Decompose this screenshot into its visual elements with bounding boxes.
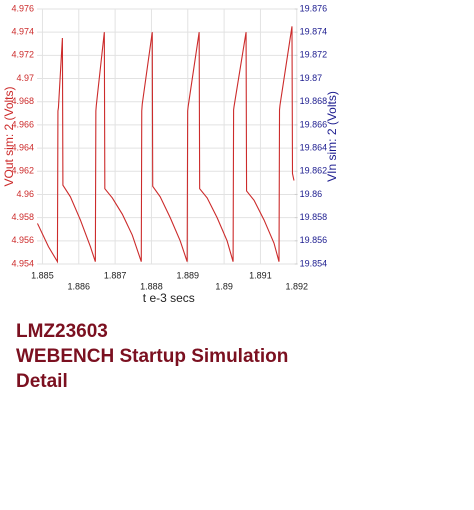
y-tick-label: 4.968 (11, 96, 34, 106)
y2-tick-label: 19.86 (300, 189, 323, 199)
chart-title: WEBENCH Startup Simulation (16, 346, 288, 367)
data-line (36, 26, 295, 264)
y2-tick-label: 19.87 (300, 73, 323, 83)
y-tick-label: 4.966 (11, 119, 34, 129)
x-tick-label: 1.891 (249, 270, 272, 280)
y-axis-label: VOut sim: 2 (Volts) (2, 86, 16, 186)
y-tick-label: 4.974 (11, 27, 34, 37)
y2-tick-label: 19.868 (300, 96, 328, 106)
x-tick-label: 1.887 (104, 270, 127, 280)
x-axis-label: t e-3 secs (143, 291, 195, 305)
y2-tick-label: 19.864 (300, 142, 328, 152)
y2-tick-label: 19.874 (300, 27, 328, 37)
y2-tick-label: 19.876 (300, 3, 328, 13)
chart-title: LMZ23603 (16, 321, 108, 342)
chart-title: Detail (16, 371, 68, 392)
x-tick-label: 1.885 (31, 270, 54, 280)
y-tick-label: 4.954 (11, 258, 34, 268)
y2-tick-label: 19.854 (300, 258, 328, 268)
x-tick-label: 1.889 (177, 270, 200, 280)
y2-tick-label: 19.856 (300, 235, 328, 245)
y-tick-label: 4.976 (11, 3, 34, 13)
y2-tick-label: 19.862 (300, 166, 328, 176)
y-tick-label: 4.962 (11, 166, 34, 176)
y-tick-label: 4.972 (11, 50, 34, 60)
y-tick-label: 4.96 (16, 189, 34, 199)
y-tick-label: 4.958 (11, 212, 34, 222)
x-tick-label: 1.892 (286, 281, 309, 291)
y-tick-label: 4.964 (11, 142, 34, 152)
y-tick-label: 4.956 (11, 235, 34, 245)
y2-tick-label: 19.858 (300, 212, 328, 222)
y2-axis-label: VIn sim: 2 (Volts) (325, 91, 339, 182)
y2-tick-label: 19.866 (300, 119, 328, 129)
y-tick-label: 4.97 (16, 73, 34, 83)
x-tick-label: 1.89 (215, 281, 233, 291)
x-tick-label: 1.888 (140, 281, 163, 291)
x-tick-label: 1.886 (68, 281, 91, 291)
y2-tick-label: 19.872 (300, 50, 328, 60)
